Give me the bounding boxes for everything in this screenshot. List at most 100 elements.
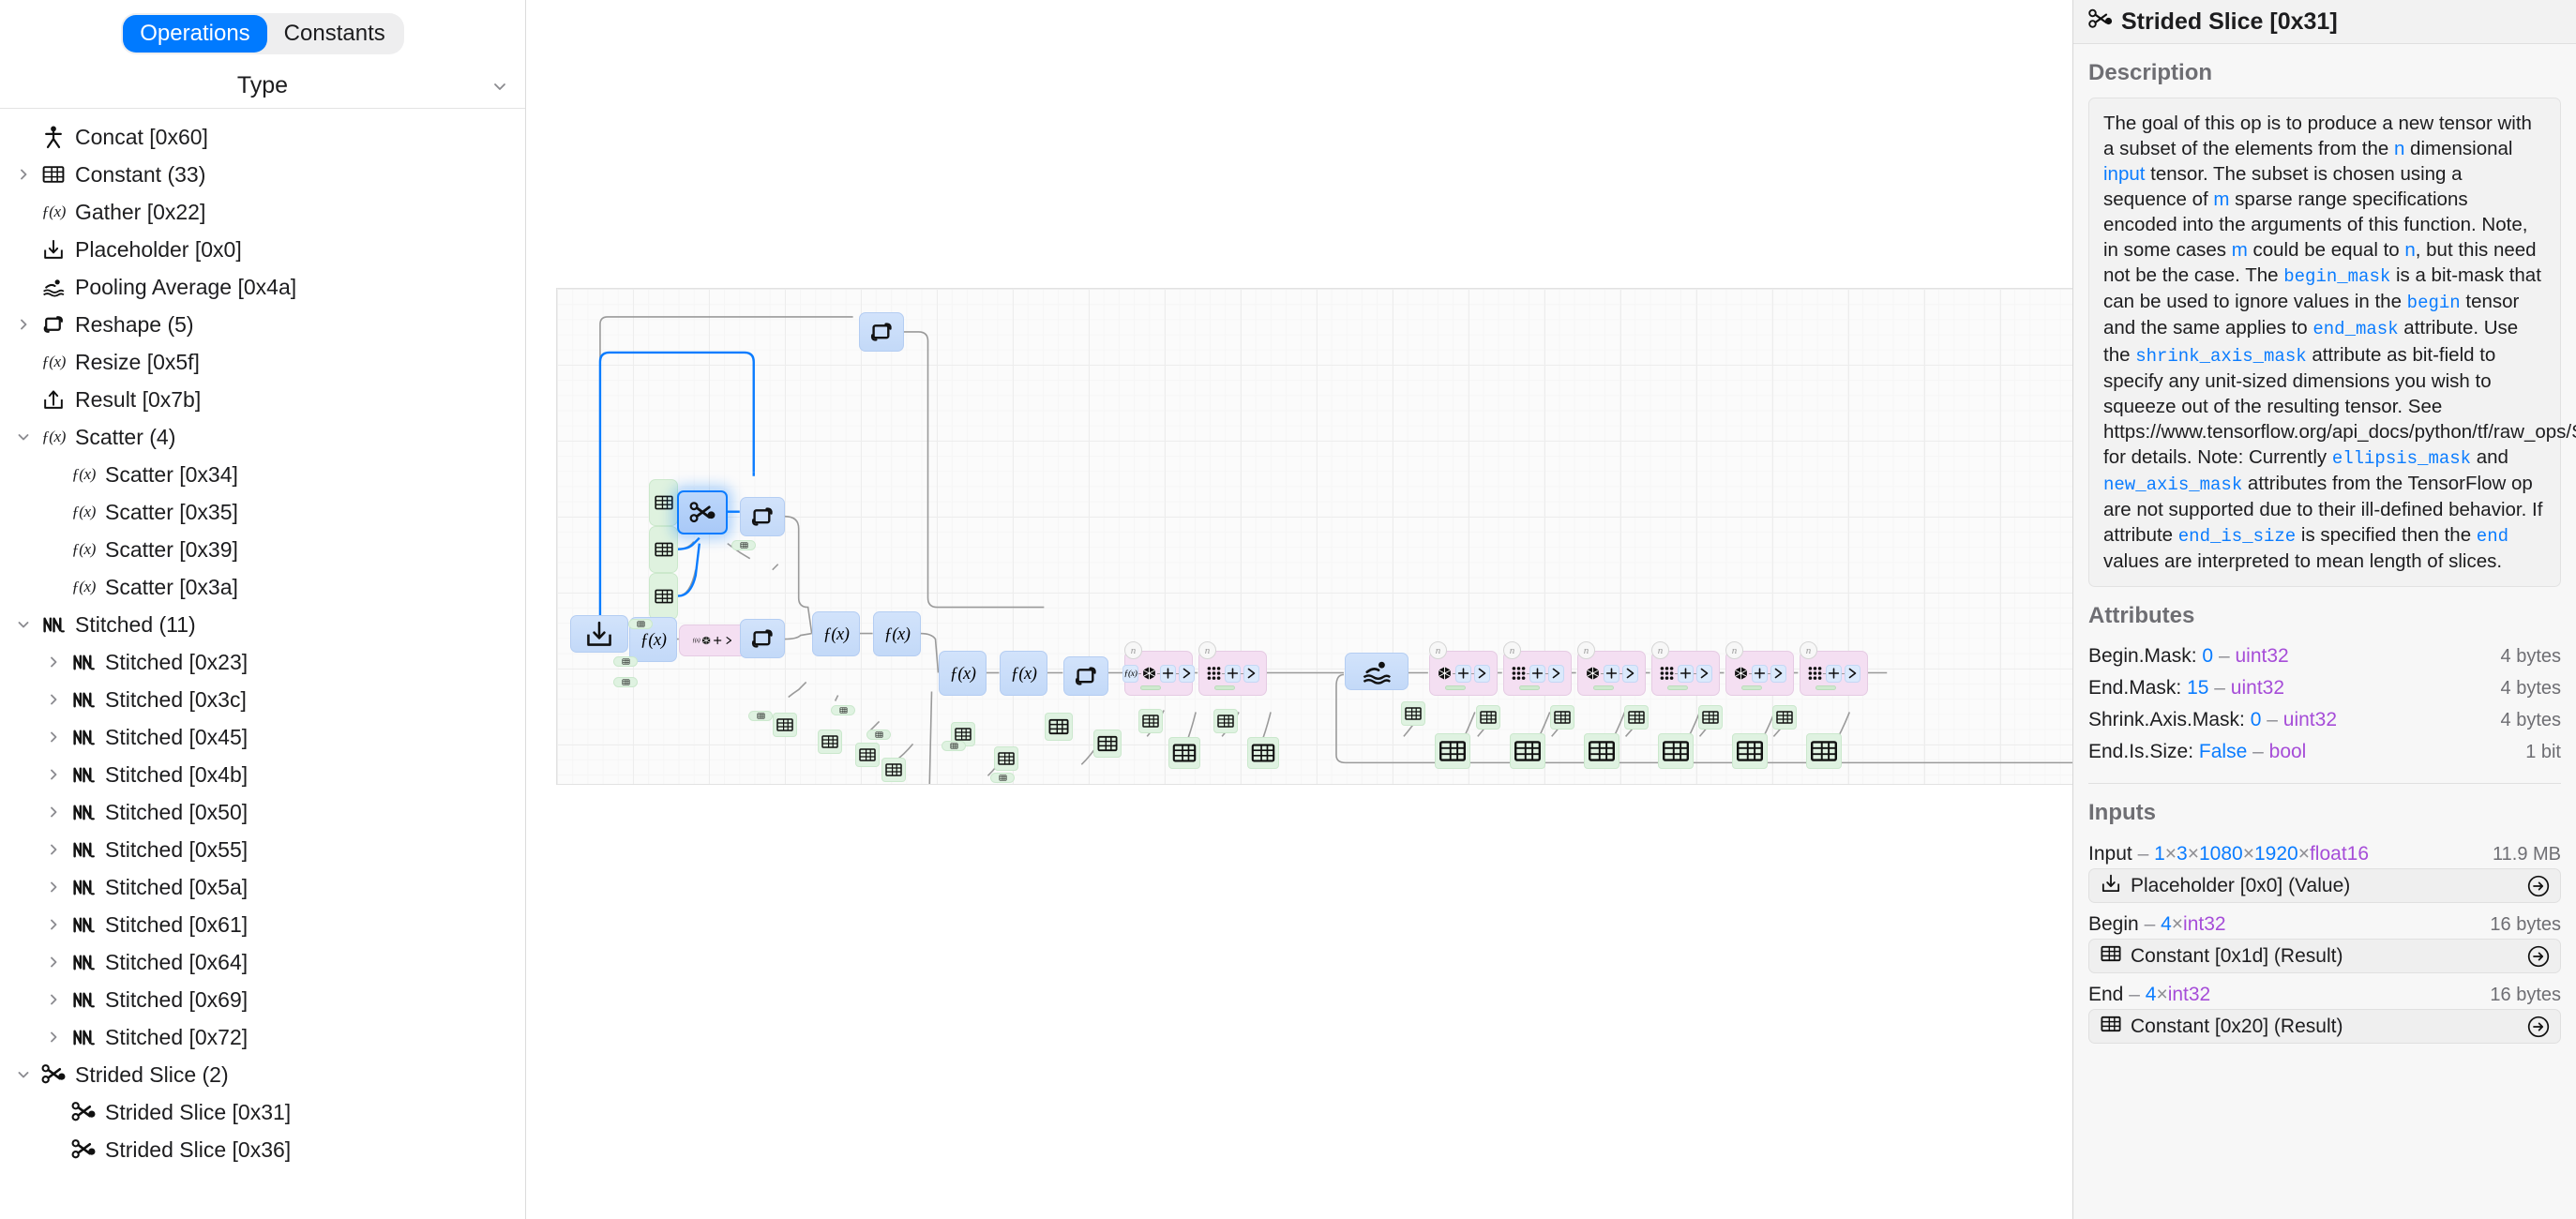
tree-item[interactable]: Pooling Average [0x4a] <box>0 268 525 306</box>
tab-operations[interactable]: Operations <box>123 15 267 53</box>
graph-node-fx-5[interactable]: ƒ(x) <box>1000 651 1047 696</box>
graph-node-stitched-group[interactable]: n <box>1577 641 1646 696</box>
tree-item[interactable]: Result [0x7b] <box>0 381 525 418</box>
chevron-right-icon[interactable] <box>39 767 68 782</box>
graph-node-placeholder[interactable] <box>570 615 628 653</box>
graph-node-fx-2[interactable]: ƒ(x) <box>812 611 860 656</box>
graph-node-constant-pill[interactable] <box>831 705 855 715</box>
graph-node-constant[interactable] <box>1401 701 1425 726</box>
graph-node-constant[interactable] <box>1045 713 1073 741</box>
graph-node-const-a3[interactable] <box>649 573 678 620</box>
chevron-right-icon[interactable] <box>39 655 68 670</box>
graph-node-constant[interactable] <box>1510 733 1545 769</box>
graph-node-const-a1[interactable] <box>649 479 678 526</box>
tree-item[interactable]: ƒ(x) Scatter (4) <box>0 418 525 456</box>
tab-constants[interactable]: Constants <box>283 21 385 46</box>
type-column-header[interactable]: Type <box>0 64 525 109</box>
graph-node-constant-pill[interactable] <box>628 619 653 629</box>
graph-node-grp-1[interactable]: ƒ(x) <box>679 625 746 656</box>
chevron-down-icon[interactable] <box>9 429 38 444</box>
input-source-chip[interactable]: Constant [0x20] (Result) <box>2088 1009 2561 1045</box>
tree-item[interactable]: Concat [0x60] <box>0 118 525 156</box>
tree-item[interactable]: Stitched [0x4b] <box>0 756 525 793</box>
graph-node-constant[interactable] <box>855 743 880 767</box>
graph-node-stitched-group[interactable]: n <box>1651 641 1720 696</box>
tree-item[interactable]: ƒ(x) Scatter [0x35] <box>0 493 525 531</box>
graph-canvas[interactable]: ƒ(x) ƒ(x) ƒ(x) ƒ(x) ƒ(x) ƒ(x) <box>556 288 2072 785</box>
tree-item[interactable]: Strided Slice (2) <box>0 1056 525 1093</box>
tree-item[interactable]: Stitched [0x5a] <box>0 868 525 906</box>
graph-node-constant[interactable] <box>1806 733 1842 769</box>
tree-item[interactable]: Stitched [0x23] <box>0 643 525 681</box>
graph-node-constant[interactable] <box>994 746 1018 771</box>
chevron-right-icon[interactable] <box>39 805 68 820</box>
graph-node-reshape-top[interactable] <box>859 312 904 352</box>
input-source-chip[interactable]: Constant [0x1d] (Result) <box>2088 939 2561 974</box>
chevron-right-icon[interactable] <box>39 842 68 857</box>
graph-node-stitched-group[interactable]: n <box>1725 641 1794 696</box>
graph-node-constant[interactable] <box>1624 705 1649 730</box>
graph-node-constant[interactable] <box>1772 705 1797 730</box>
chevron-right-icon[interactable] <box>39 992 68 1007</box>
tree-item[interactable]: ƒ(x) Scatter [0x34] <box>0 456 525 493</box>
graph-node-constant[interactable] <box>1247 737 1279 769</box>
graph-node-constant-pill[interactable] <box>731 540 756 550</box>
chevron-down-icon[interactable] <box>491 78 508 95</box>
graph-node-constant[interactable] <box>1658 733 1694 769</box>
chevron-down-icon[interactable] <box>9 617 38 632</box>
arrow-right-circle-icon[interactable] <box>2527 945 2550 968</box>
chevron-right-icon[interactable] <box>39 917 68 932</box>
chevron-right-icon[interactable] <box>39 1030 68 1045</box>
graph-node-constant-pill[interactable] <box>990 773 1015 783</box>
graph-node-constant[interactable] <box>1168 737 1200 769</box>
tree-item[interactable]: ƒ(x) Scatter [0x39] <box>0 531 525 568</box>
graph-node-slice-1[interactable] <box>677 490 728 534</box>
graph-node-constant[interactable] <box>1476 705 1500 730</box>
graph-node-stitched-group[interactable]: n ƒ(x) <box>1122 641 1195 696</box>
tree-item[interactable]: ƒ(x) Resize [0x5f] <box>0 343 525 381</box>
graph-node-constant-pill[interactable] <box>866 730 891 740</box>
graph-node-stitched-group[interactable]: n <box>1503 641 1572 696</box>
tree-item[interactable]: Stitched [0x50] <box>0 793 525 831</box>
graph-node-constant[interactable] <box>881 758 906 782</box>
graph-node-stitched-group[interactable]: n <box>1800 641 1868 696</box>
graph-node-fx-4[interactable]: ƒ(x) <box>939 651 987 696</box>
graph-node-reshape-3[interactable] <box>1063 656 1108 696</box>
tree-item[interactable]: Placeholder [0x0] <box>0 231 525 268</box>
arrow-right-circle-icon[interactable] <box>2527 875 2550 897</box>
graph-node-constant-pill[interactable] <box>942 741 966 751</box>
graph-node-constant[interactable] <box>1435 733 1470 769</box>
tree-item[interactable]: Stitched [0x45] <box>0 718 525 756</box>
graph-node-constant[interactable] <box>773 713 797 737</box>
graph-node-constant-pill[interactable] <box>613 677 638 687</box>
tree-item[interactable]: ƒ(x) Gather [0x22] <box>0 193 525 231</box>
graph-node-stitched-group[interactable]: n <box>1429 641 1498 696</box>
graph-node-fx-3[interactable]: ƒ(x) <box>873 611 921 656</box>
graph-node-constant-pill[interactable] <box>748 711 773 721</box>
tree-item[interactable]: Reshape (5) <box>0 306 525 343</box>
tree-item[interactable]: Strided Slice [0x36] <box>0 1131 525 1168</box>
graph-node-constant[interactable] <box>1093 730 1122 758</box>
arrow-right-circle-icon[interactable] <box>2527 1016 2550 1038</box>
graph-node-reshape-1[interactable] <box>740 497 785 536</box>
graph-node-constant-pill[interactable] <box>613 656 638 667</box>
tree-item[interactable]: Stitched (11) <box>0 606 525 643</box>
graph-node-constant[interactable] <box>1584 733 1619 769</box>
graph-node-reshape-2[interactable] <box>740 619 785 658</box>
chevron-right-icon[interactable] <box>39 880 68 895</box>
chevron-right-icon[interactable] <box>39 692 68 707</box>
chevron-right-icon[interactable] <box>39 730 68 745</box>
graph-node-constant[interactable] <box>1138 709 1163 733</box>
tree-item[interactable]: ƒ(x) Scatter [0x3a] <box>0 568 525 606</box>
graph-node-const-a2[interactable] <box>649 526 678 573</box>
tree-item[interactable]: Strided Slice [0x31] <box>0 1093 525 1131</box>
input-source-chip[interactable]: Placeholder [0x0] (Value) <box>2088 868 2561 904</box>
chevron-right-icon[interactable] <box>9 167 38 182</box>
graph-node-pool[interactable] <box>1345 653 1409 690</box>
graph-node-constant[interactable] <box>1213 709 1238 733</box>
tree-item[interactable]: Stitched [0x61] <box>0 906 525 943</box>
graph-node-constant[interactable] <box>818 730 842 754</box>
chevron-down-icon[interactable] <box>9 1067 38 1082</box>
graph-node-constant[interactable] <box>1732 733 1768 769</box>
chevron-right-icon[interactable] <box>9 317 38 332</box>
